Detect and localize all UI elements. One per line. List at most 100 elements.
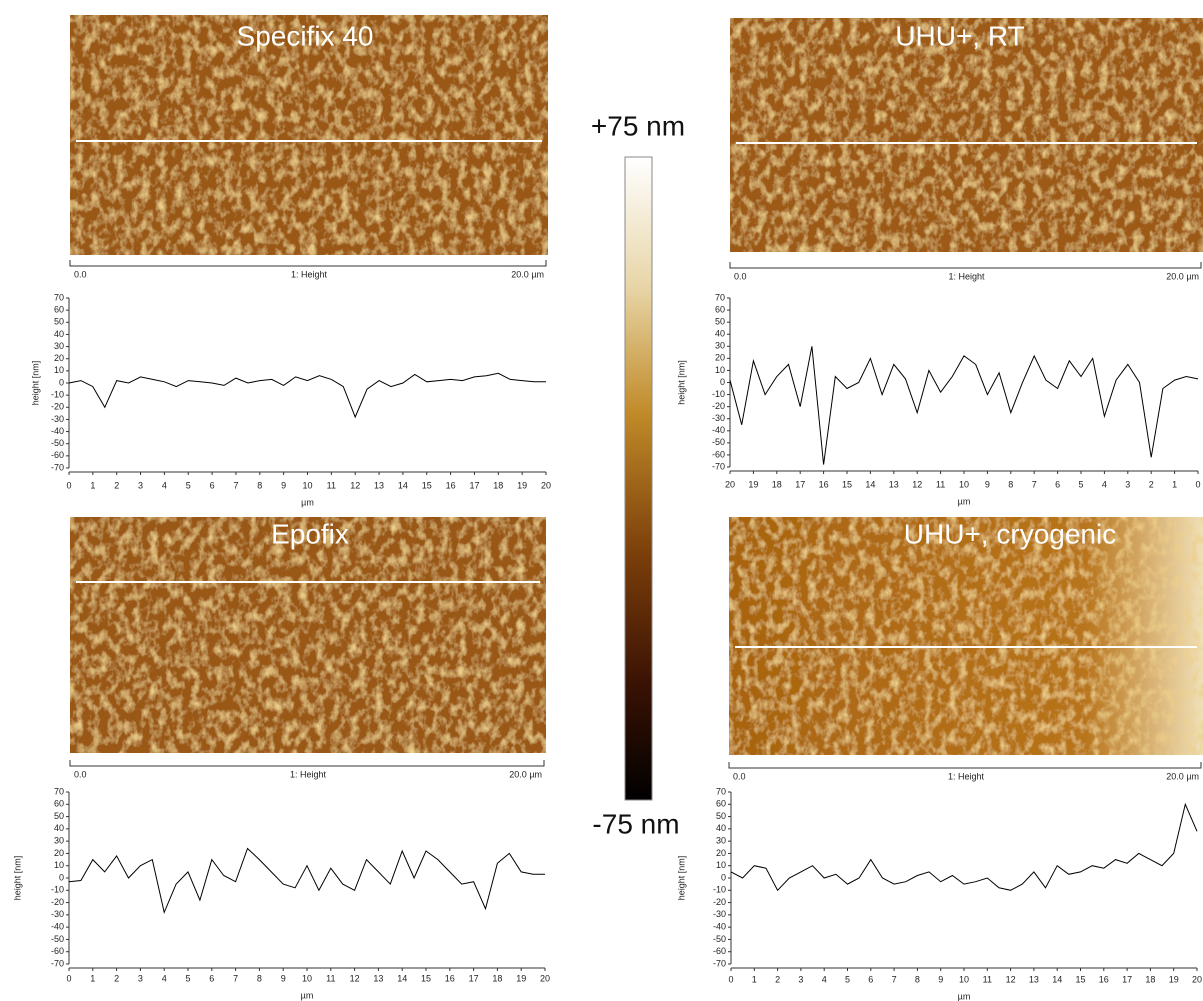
y-tick-label: -40 bbox=[713, 922, 726, 932]
y-tick-label: 60 bbox=[716, 799, 726, 809]
x-tick-label: 1 bbox=[90, 973, 95, 983]
y-tick-label: 40 bbox=[716, 823, 726, 833]
y-tick-label: 10 bbox=[715, 365, 725, 375]
x-tick-label: 5 bbox=[845, 974, 850, 984]
x-tick-label: 3 bbox=[798, 974, 803, 984]
y-tick-label: 30 bbox=[715, 341, 725, 351]
x-tick-label: 16 bbox=[445, 973, 455, 983]
x-tick-label: 18 bbox=[1145, 974, 1155, 984]
x-tick-label: 16 bbox=[819, 479, 829, 489]
y-axis-label: height [nm] bbox=[30, 361, 40, 406]
scale-label: 20.0 µm bbox=[511, 269, 544, 279]
scale-label: 0.0 bbox=[733, 771, 746, 781]
x-tick-label: 15 bbox=[1075, 974, 1085, 984]
y-tick-label: 50 bbox=[716, 811, 726, 821]
x-tick-label: 4 bbox=[822, 974, 827, 984]
colorbar bbox=[624, 156, 653, 801]
panel-title: Specifix 40 bbox=[237, 20, 374, 51]
x-tick-label: 3 bbox=[1125, 479, 1130, 489]
scale-label: 0.0 bbox=[74, 769, 87, 779]
y-tick-label: -20 bbox=[713, 897, 726, 907]
y-tick-label: 50 bbox=[54, 317, 64, 327]
scale-label: 20.0 µm bbox=[1166, 271, 1199, 281]
y-tick-label: 0 bbox=[59, 872, 64, 882]
y-tick-label: -60 bbox=[51, 450, 64, 460]
y-tick-label: -60 bbox=[712, 449, 725, 459]
x-tick-label: 7 bbox=[233, 480, 238, 490]
y-tick-label: -30 bbox=[712, 413, 725, 423]
x-tick-label: 19 bbox=[517, 480, 527, 490]
x-tick-label: 1 bbox=[90, 480, 95, 490]
scale-label: 20.0 µm bbox=[509, 769, 542, 779]
x-tick-label: 3 bbox=[138, 973, 143, 983]
x-tick-label: 17 bbox=[469, 973, 479, 983]
x-tick-label: 3 bbox=[138, 480, 143, 490]
scale-label: 0.0 bbox=[734, 271, 747, 281]
y-tick-label: 70 bbox=[715, 292, 725, 302]
x-tick-label: 9 bbox=[938, 974, 943, 984]
colorbar-top-label: +75 nm bbox=[591, 110, 685, 141]
y-tick-label: 30 bbox=[54, 836, 64, 846]
y-tick-label: 20 bbox=[716, 848, 726, 858]
x-tick-label: 17 bbox=[1122, 974, 1132, 984]
x-tick-label: 0 bbox=[66, 973, 71, 983]
x-tick-label: 11 bbox=[983, 974, 992, 984]
x-axis-label: µm bbox=[958, 991, 971, 1001]
y-tick-label: -10 bbox=[712, 389, 725, 399]
x-tick-label: 11 bbox=[326, 973, 335, 983]
x-tick-label: 12 bbox=[912, 479, 922, 489]
x-tick-label: 5 bbox=[186, 480, 191, 490]
x-tick-label: 14 bbox=[1052, 974, 1062, 984]
y-tick-label: 40 bbox=[54, 823, 64, 833]
y-tick-label: 30 bbox=[54, 341, 64, 351]
y-tick-label: -30 bbox=[51, 909, 64, 919]
scale-label: 0.0 bbox=[74, 269, 87, 279]
y-tick-label: -40 bbox=[712, 425, 725, 435]
x-tick-label: 18 bbox=[772, 479, 782, 489]
x-tick-label: 20 bbox=[541, 480, 551, 490]
x-tick-label: 12 bbox=[350, 973, 360, 983]
panel-title: UHU+, cryogenic bbox=[904, 518, 1116, 549]
y-tick-label: 0 bbox=[720, 377, 725, 387]
x-tick-label: 20 bbox=[1192, 974, 1202, 984]
x-axis-label: µm bbox=[958, 496, 971, 506]
x-tick-label: 2 bbox=[114, 973, 119, 983]
y-tick-label: -20 bbox=[51, 402, 64, 412]
x-tick-label: 10 bbox=[302, 480, 312, 490]
x-tick-label: 10 bbox=[959, 479, 969, 489]
x-tick-label: 1 bbox=[1172, 479, 1177, 489]
scale-bar bbox=[729, 262, 1202, 269]
y-tick-label: 60 bbox=[715, 304, 725, 314]
x-tick-label: 19 bbox=[516, 973, 526, 983]
x-tick-label: 14 bbox=[397, 973, 407, 983]
x-tick-label: 9 bbox=[985, 479, 990, 489]
x-tick-label: 8 bbox=[257, 480, 262, 490]
y-tick-label: 20 bbox=[54, 353, 64, 363]
x-tick-label: 2 bbox=[1149, 479, 1154, 489]
x-tick-label: 5 bbox=[185, 973, 190, 983]
y-tick-label: 60 bbox=[54, 799, 64, 809]
y-tick-label: -60 bbox=[51, 946, 64, 956]
x-tick-label: 15 bbox=[842, 479, 852, 489]
profile-line bbox=[730, 802, 1198, 892]
x-tick-label: 6 bbox=[210, 480, 215, 490]
x-axis-label: µm bbox=[301, 990, 314, 1000]
scale-label: 20.0 µm bbox=[1166, 771, 1199, 781]
x-tick-label: 0 bbox=[66, 480, 71, 490]
y-tick-label: 70 bbox=[716, 786, 726, 796]
x-tick-label: 8 bbox=[915, 974, 920, 984]
x-tick-label: 11 bbox=[936, 479, 945, 489]
x-tick-label: 7 bbox=[892, 974, 897, 984]
y-tick-label: -50 bbox=[712, 437, 725, 447]
x-tick-label: 13 bbox=[889, 479, 899, 489]
y-tick-label: 10 bbox=[716, 860, 726, 870]
afm-image bbox=[730, 18, 1203, 252]
x-tick-label: 15 bbox=[422, 480, 432, 490]
x-tick-label: 4 bbox=[162, 480, 167, 490]
scale-label: 1: Height bbox=[948, 271, 985, 281]
y-tick-label: -50 bbox=[713, 934, 726, 944]
x-tick-label: 16 bbox=[446, 480, 456, 490]
x-tick-label: 17 bbox=[469, 480, 479, 490]
y-tick-label: 0 bbox=[721, 872, 726, 882]
profile-line bbox=[729, 346, 1199, 465]
